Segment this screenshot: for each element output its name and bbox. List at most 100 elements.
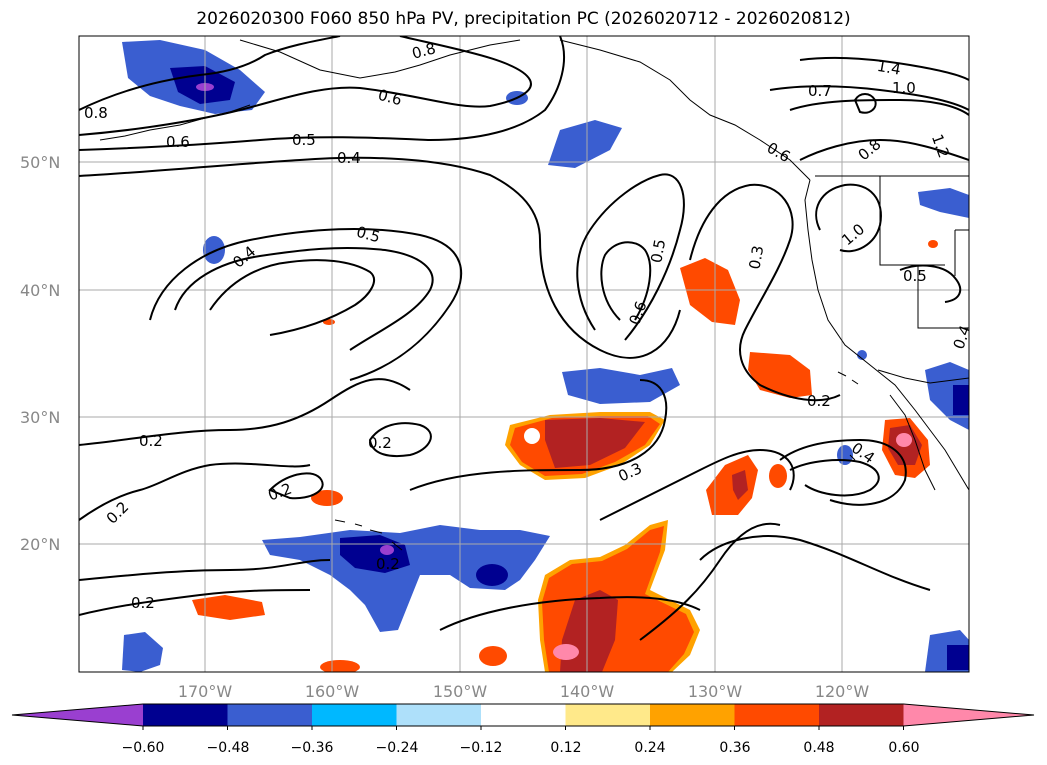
contour-label: 0.2 [131, 594, 155, 612]
border-states [879, 176, 969, 329]
contour-label: 0.2 [368, 434, 392, 452]
precip-pos-e1 [748, 352, 812, 398]
contour-label: 0.6 [376, 86, 404, 110]
colorbar-cell [396, 704, 482, 726]
contour-0.3-east [689, 183, 841, 402]
coast-baja [889, 394, 936, 491]
contour-0.5-top [79, 36, 566, 151]
contour-0.6-central [576, 173, 685, 341]
contour-0.4-top [79, 156, 681, 359]
contour-label: 0.2 [139, 432, 163, 450]
precip-neg-hawaii [262, 525, 550, 632]
coast-hawaii [334, 519, 403, 551]
colorbar-tick-label: −0.24 [376, 740, 419, 756]
precip-neg-2 [548, 120, 622, 168]
contour-label: 0.6 [625, 299, 650, 328]
colorbar-tick-label: 0.36 [719, 740, 750, 756]
lat-label: 40°N [20, 281, 60, 300]
contour-label: 0.2 [376, 555, 400, 573]
lon-label: 120°W [815, 682, 870, 701]
contour-label: 1.2 [928, 132, 953, 161]
colorbar-cell [143, 704, 228, 726]
precip-neg-4 [562, 368, 680, 404]
contour-label: 1.0 [838, 220, 868, 249]
colorbar-extend-low [12, 704, 143, 726]
contour-0.2-small [368, 422, 432, 458]
contour-label: 0.7 [808, 82, 832, 100]
lon-labels: 170°W 160°W 150°W 140°W 130°W 120°W [178, 682, 870, 701]
precip-pos-ne [680, 258, 740, 325]
contour-0.2-lower [439, 596, 701, 631]
grid-lines [79, 36, 969, 672]
contour-label: 0.2 [807, 392, 831, 410]
precip-neg-hawaii-core2 [476, 564, 508, 586]
contour-0.3-lower [599, 448, 795, 521]
lon-label: 130°W [688, 682, 743, 701]
contour-0.8-top [79, 36, 341, 111]
colorbar: −0.60 −0.48 −0.36 −0.24 −0.12 0.12 0.24 … [11, 703, 1035, 756]
coastlines [99, 39, 969, 551]
contour-0.2-hawaii [268, 472, 324, 500]
lat-label: 30°N [20, 408, 60, 427]
colorbar-tick-label: 0.60 [888, 740, 919, 756]
plot-frame [78, 35, 970, 673]
precip-fills [122, 40, 969, 672]
contour-label: 0.5 [903, 267, 927, 285]
lon-label: 150°W [433, 682, 488, 701]
contour-label: 0.5 [354, 223, 382, 247]
precip-pos-e3 [769, 464, 787, 488]
colorbar-tick-label: −0.48 [207, 740, 250, 756]
colorbar-cell [734, 704, 820, 726]
colorbar-cell [819, 704, 904, 726]
contour-label: 0.3 [746, 244, 768, 271]
colorbar-cell [312, 704, 397, 726]
contour-0.8-ne [799, 138, 969, 161]
lat-label: 20°N [20, 535, 60, 554]
contour-label: 0.5 [647, 238, 669, 265]
contour-label: 0.8 [410, 39, 438, 63]
colorbar-extend-high [903, 704, 1034, 726]
contour-0.2-b [79, 462, 311, 521]
colorbar-tick-label: −0.36 [291, 740, 334, 756]
contour-0.5-central [600, 241, 652, 321]
contour-0.3-se [699, 535, 931, 591]
precip-neg-3 [203, 236, 225, 264]
colorbar-tick-label: −0.60 [122, 740, 165, 756]
contour-label: 0.8 [84, 104, 108, 122]
map-title: 2026020300 F060 850 hPa PV, precipitatio… [196, 9, 851, 29]
contour-label: 0.4 [848, 439, 878, 467]
colorbar-cell [481, 704, 566, 726]
contour-0.5-east [899, 264, 962, 303]
contour-0.3-mid [409, 379, 668, 491]
precip-pos-w4 [320, 660, 360, 672]
colorbar-ticks: −0.60 −0.48 −0.36 −0.24 −0.12 0.12 0.24 … [122, 740, 920, 756]
contour-1.0-ne [815, 183, 882, 253]
lon-label: 170°W [178, 682, 233, 701]
colorbar-cells [11, 703, 1035, 730]
colorbar-cell [650, 704, 735, 726]
precip-pos-south-peak [553, 644, 579, 660]
contour-0.2-se [779, 438, 907, 506]
contour-0.5-inner [209, 259, 375, 336]
contour-0.2-d [79, 589, 311, 616]
colorbar-cell [565, 704, 651, 726]
precip-pos-w3 [479, 646, 507, 666]
precip-pos-central-hole [524, 428, 540, 444]
contour-1.2-loop [853, 93, 877, 114]
contour-1.0 [789, 98, 969, 116]
pv-contours [79, 36, 969, 641]
contour-label: 0.4 [950, 323, 975, 352]
contour-0.5-loop [174, 246, 434, 351]
precip-neg-sw [122, 632, 163, 672]
contour-1.4 [799, 56, 969, 81]
lat-label: 50°N [20, 153, 60, 172]
contour-label-group: 0.8 0.6 0.5 0.4 0.4 0.5 0.2 0.2 0.2 0.2 … [84, 39, 975, 612]
precip-neg-hawaii-peak [380, 545, 394, 555]
contour-0.4-se [789, 459, 880, 497]
border-us-mexico [877, 369, 969, 384]
precip-pos-w [192, 595, 265, 620]
contour-0.2-south [639, 522, 781, 641]
precip-pos-w2 [311, 490, 343, 506]
contour-label: 1.4 [876, 57, 903, 79]
precip-neg-6 [857, 350, 867, 360]
